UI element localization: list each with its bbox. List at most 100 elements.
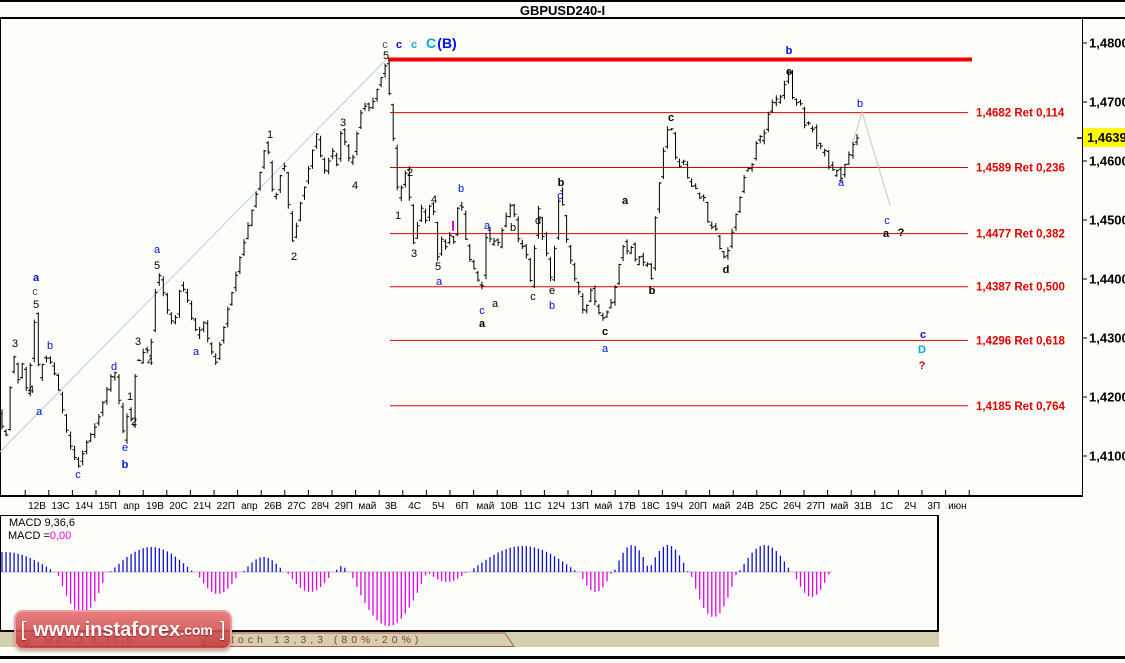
wave-label: c [602, 326, 608, 338]
wave-label: c [75, 469, 81, 481]
x-axis-label: 3П [927, 501, 940, 512]
x-axis-label: 20П [689, 501, 707, 512]
top-border [0, 0, 1125, 2]
wave-label: b [47, 340, 53, 352]
macd-histogram-negative [57, 572, 830, 626]
wave-label: a [838, 177, 845, 189]
wave-label: 2 [131, 416, 137, 428]
x-axis-label: июн [948, 501, 967, 512]
y-axis-label: 1,4400 [1089, 272, 1125, 287]
logo-text-com: .com [180, 622, 213, 638]
wave-label: b [649, 285, 656, 297]
x-axis-ticks [24, 490, 970, 495]
bottom-border [0, 656, 1125, 659]
wave-label: c [411, 39, 417, 51]
chart-title: GBPUSD240-I [519, 3, 606, 18]
wave-label: c [382, 39, 388, 51]
wave-label: a [154, 244, 161, 256]
wave-label: C [426, 35, 436, 51]
y-axis-line [1082, 19, 1083, 497]
x-axis-label: 26Ч [783, 501, 801, 512]
wave-label: 5 [435, 261, 441, 273]
price-bars [1, 60, 858, 468]
fib-label: 1,4185 Ret 0,764 [976, 401, 1065, 413]
x-axis-label: май [712, 501, 730, 512]
x-axis-label: 2Ч [904, 501, 916, 512]
wave-label: a [36, 406, 43, 418]
logo-bracket-left: [ [20, 618, 27, 641]
wave-label: b [786, 45, 793, 57]
wave-label: a [193, 346, 200, 358]
wave-label: 4 [352, 180, 358, 192]
wave-label: e [549, 285, 555, 297]
x-axis-label: 3В [385, 501, 398, 512]
wave-label: (B) [437, 35, 456, 51]
chart-left-border [0, 19, 1, 496]
macd-value-prefix: MACD = [8, 530, 50, 542]
x-axis-label: май [358, 501, 376, 512]
macd-panel-left-border [0, 515, 1, 632]
wave-label: 5 [154, 260, 160, 272]
wave-label: ? [898, 227, 905, 239]
fib-label: 1,4682 Ret 0,114 [976, 108, 1065, 120]
wave-label: c [884, 215, 890, 227]
wave-label: 3 [135, 336, 141, 348]
macd-panel-bottom-border [0, 630, 939, 632]
y-axis-label: 1,4500 [1089, 213, 1125, 228]
x-axis-line [0, 495, 1082, 497]
wave-label: 1 [267, 129, 273, 141]
x-axis-label: май [476, 501, 494, 512]
x-axis-label: 12Ч [547, 501, 565, 512]
x-axis-label: 31В [854, 501, 872, 512]
x-axis-label: 10В [500, 501, 518, 512]
wave-label: 3 [411, 248, 417, 260]
x-axis-label: 11С [524, 501, 542, 512]
x-axis-label: 24В [736, 501, 754, 512]
x-axis-label: 6П [455, 501, 468, 512]
wave-label: 1 [395, 210, 401, 222]
x-axis-label: 15П [99, 501, 117, 512]
x-axis-label: 4С [408, 501, 421, 512]
x-axis-label: 17В [618, 501, 636, 512]
macd-value: 0,00 [49, 530, 72, 542]
wave-label: a [883, 228, 890, 240]
x-axis-label: 13С [51, 501, 69, 512]
x-axis-label: 25С [759, 501, 777, 512]
wave-label: b [549, 300, 555, 312]
wave-label: e [786, 66, 792, 78]
price-bar-ticks [0, 63, 860, 467]
tab-stochastic[interactable]: Stoch 13,3,3 (80%-20%) [220, 634, 423, 646]
wave-label: b [857, 98, 863, 110]
x-axis-label: 29П [335, 501, 353, 512]
x-axis-label: 22П [217, 501, 235, 512]
x-axis-label: 14Ч [75, 501, 93, 512]
wave-label: ? [919, 360, 926, 372]
wave-label: c [557, 190, 563, 202]
x-axis-label: 21Ч [193, 501, 211, 512]
wave-label: c [920, 329, 926, 341]
x-axis-label: 5Ч [432, 501, 444, 512]
wave-label: b [558, 177, 565, 189]
wave-label: a [33, 272, 40, 284]
macd-panel-right-border [937, 515, 939, 632]
wave-label: a [484, 220, 491, 232]
wave-label: e [122, 442, 128, 454]
wave-label: c [396, 39, 402, 51]
x-axis-label: 27П [807, 501, 825, 512]
wave-label: d [535, 215, 541, 227]
wave-label: 5 [383, 50, 389, 62]
wave-label: a [436, 276, 443, 288]
wave-label: b [122, 459, 129, 471]
wave-label: c [32, 286, 38, 298]
y-axis-label: 1,4800 [1089, 36, 1125, 51]
y-axis-label: 1,4200 [1089, 390, 1125, 405]
wave-label: c [479, 305, 485, 317]
indicator-tab-bar [0, 632, 939, 647]
y-axis-label: 1,4700 [1089, 95, 1125, 110]
wave-label: a [622, 195, 629, 207]
x-axis-label: май [594, 501, 612, 512]
macd-histogram-positive [1, 545, 790, 572]
logo-text: www.instaforex [33, 618, 181, 641]
x-axis-label: апр [241, 501, 258, 512]
